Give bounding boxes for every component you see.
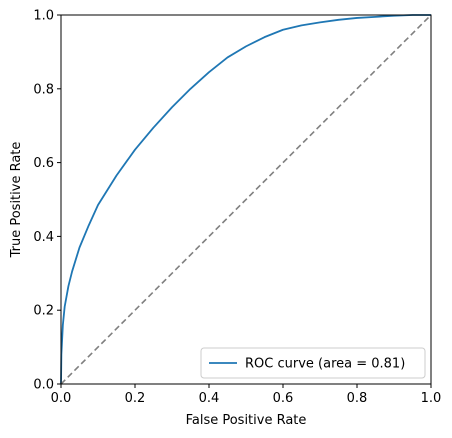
- x-tick-label: 1.0: [421, 391, 442, 406]
- x-axis-ticks: 0.0 0.2 0.4 0.6 0.8 1.0: [51, 384, 442, 406]
- x-tick-label: 0.2: [125, 391, 146, 406]
- plot-frame: [60, 14, 432, 385]
- x-axis-label: False Positive Rate: [186, 413, 307, 428]
- y-tick-label: 0.2: [33, 304, 54, 319]
- y-tick-label: 1.0: [33, 9, 54, 24]
- y-tick-label: 0.4: [33, 230, 54, 245]
- y-tick-label: 0.6: [33, 156, 54, 171]
- legend-box: [200, 347, 426, 379]
- diagonal-reference-line: [60, 14, 432, 385]
- y-axis-ticks: 0.0 0.2 0.4 0.6 0.8 1.0: [33, 9, 61, 393]
- series-layer: [60, 14, 432, 385]
- y-tick-label: 0.0: [33, 378, 54, 393]
- x-tick-label: 0.0: [51, 391, 72, 406]
- legend: ROC curve (area = 0.81): [200, 347, 426, 379]
- x-tick-label: 0.6: [273, 391, 294, 406]
- legend-label-roc: ROC curve (area = 0.81): [245, 357, 405, 372]
- x-tick-label: 0.8: [347, 391, 368, 406]
- y-axis-label: True Positive Rate: [9, 142, 24, 259]
- x-tick-label: 0.4: [199, 391, 220, 406]
- roc-curve-line: [60, 14, 431, 385]
- y-tick-label: 0.8: [33, 82, 54, 97]
